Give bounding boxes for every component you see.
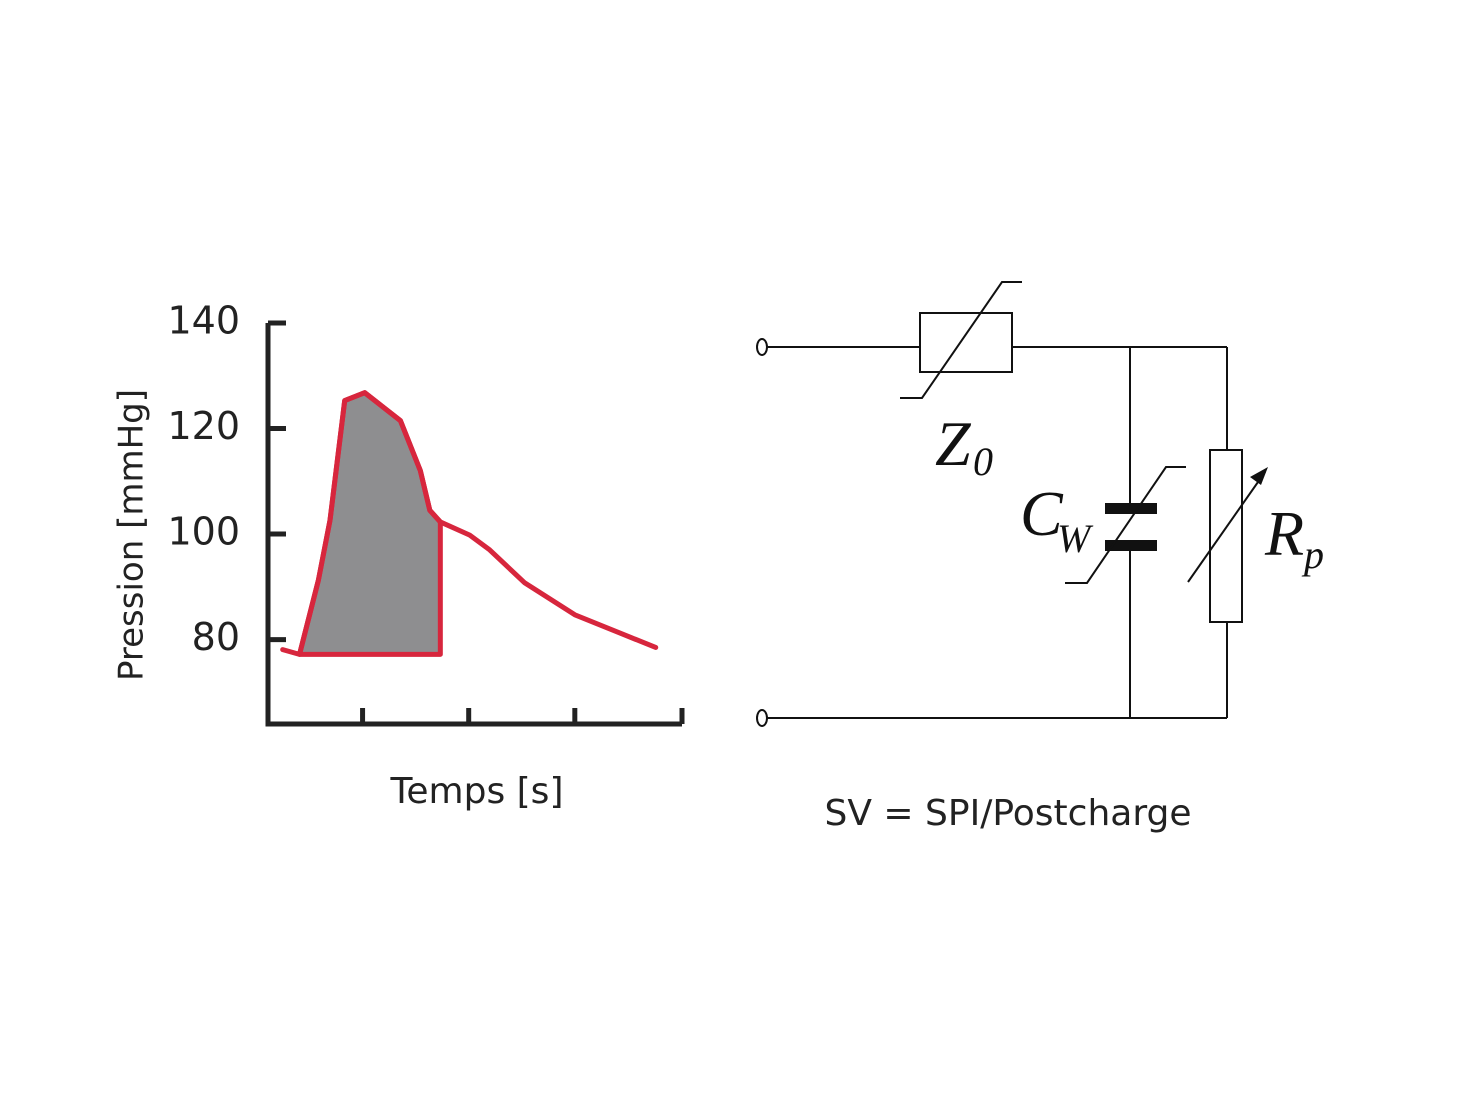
y-tick-label: 80 <box>192 615 240 659</box>
wire <box>767 346 1228 719</box>
caption: SV = SPI/Postcharge <box>825 793 1192 834</box>
circuit: Z 0 C W R p <box>756 281 1324 727</box>
component-symbol: Z <box>935 408 972 479</box>
variable-mark <box>900 281 1022 399</box>
capacitor-plate <box>1105 540 1157 551</box>
axis-line <box>265 323 682 727</box>
y-tick-label: 140 <box>167 299 240 343</box>
component-symbol: R <box>1264 498 1304 569</box>
component-subscript: W <box>1057 516 1094 561</box>
arrow-head <box>1250 467 1268 485</box>
terminal <box>756 338 768 356</box>
arrow <box>1187 471 1266 583</box>
variable-mark <box>1065 466 1186 584</box>
y-tick-label: 120 <box>167 404 240 448</box>
terminal <box>756 709 768 727</box>
component-symbol: C <box>1020 478 1064 549</box>
impedance <box>919 312 1013 373</box>
line <box>280 390 659 657</box>
y-axis-label: Pression [mmHg] <box>112 389 152 681</box>
capacitor-plate <box>1105 503 1157 514</box>
component-subscript: p <box>1301 532 1324 577</box>
component-subscript: 0 <box>973 439 993 484</box>
x-axis-label: Temps [s] <box>390 771 564 812</box>
resistor <box>1209 449 1243 623</box>
area <box>297 390 443 657</box>
y-tick-label: 100 <box>167 510 240 554</box>
